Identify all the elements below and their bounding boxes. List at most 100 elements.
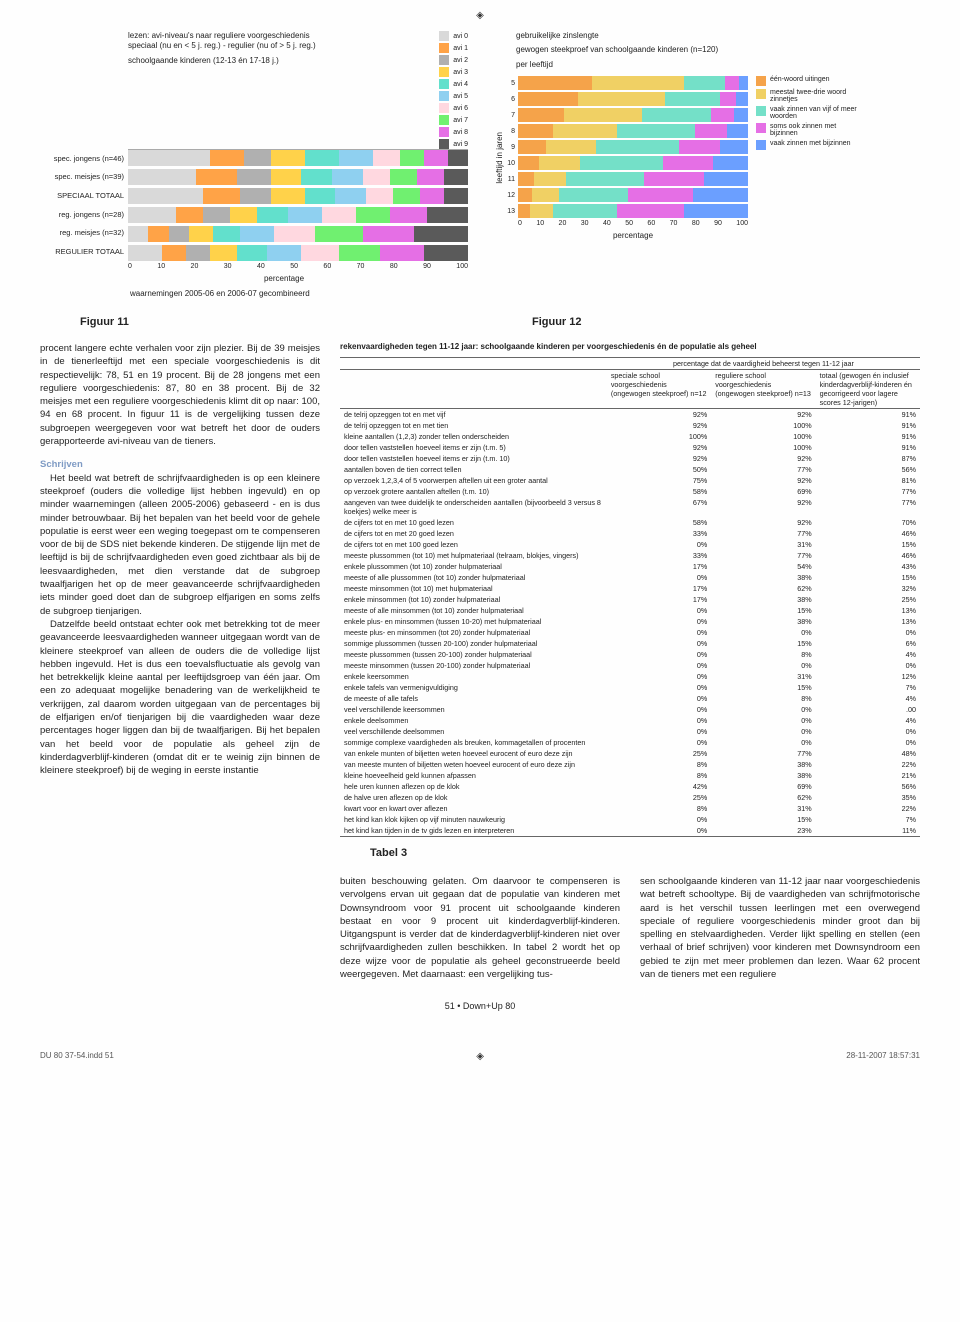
c12-seg xyxy=(684,204,748,218)
c12-row: 6 xyxy=(504,92,748,106)
table-cell: 0% xyxy=(607,572,711,583)
legend-swatch xyxy=(439,31,449,41)
table-cell: 4% xyxy=(816,715,920,726)
table-cell: 15% xyxy=(711,682,815,693)
c11-seg xyxy=(210,245,237,261)
table-cell: 0% xyxy=(711,627,815,638)
c11-seg xyxy=(301,245,338,261)
c12-seg xyxy=(720,140,748,154)
table-cell: 23% xyxy=(711,825,815,837)
body-left-col: procent langere echte verhalen voor zijn… xyxy=(40,342,320,981)
table-cell: 91% xyxy=(816,431,920,442)
c11-seg xyxy=(128,188,203,204)
c11-ylabels: spec. jongens (n=46)spec. meisjes (n=39)… xyxy=(40,149,128,261)
c11-seg xyxy=(213,226,240,242)
tick: 40 xyxy=(257,263,265,270)
c11-legend-item: avi 9 xyxy=(439,139,468,149)
c12-seg xyxy=(518,76,592,90)
table-cell: 100% xyxy=(711,442,815,453)
legend-swatch xyxy=(439,103,449,113)
c12-bar xyxy=(518,92,748,106)
table-row: van enkele munten of biljetten weten hoe… xyxy=(340,748,920,759)
table-cell: 25% xyxy=(607,792,711,803)
table-cell: enkele minsommen (tot 10) zonder hulpmat… xyxy=(340,594,607,605)
table-cell: 58% xyxy=(607,517,711,528)
table-cell: op verzoek grotere aantallen aftellen (t… xyxy=(340,486,607,497)
table-cell: aantallen boven de tien correct tellen xyxy=(340,464,607,475)
c12-seg xyxy=(518,108,564,122)
table-row: de meeste of alle tafels0%8%4% xyxy=(340,693,920,704)
table-cell: 15% xyxy=(816,539,920,550)
c12-legend: één-woord uitingenmeestal twee-drie woor… xyxy=(756,76,860,240)
caption-table3: Tabel 3 xyxy=(340,847,920,859)
legend-label: avi 1 xyxy=(453,45,468,52)
table-cell: 92% xyxy=(607,409,711,421)
crop-mark-top: ◈ xyxy=(40,10,920,21)
table-cell: meeste plussommen (tussen 20-100) zonder… xyxy=(340,649,607,660)
c12-bar xyxy=(518,124,748,138)
table-cell: 0% xyxy=(607,737,711,748)
table-cell: 8% xyxy=(711,693,815,704)
c11-seg xyxy=(335,188,366,204)
table-cell: 92% xyxy=(607,442,711,453)
table-cell: 8% xyxy=(607,759,711,770)
c11-legend-item: avi 5 xyxy=(439,91,468,101)
table-cell: 6% xyxy=(816,638,920,649)
c12-bar xyxy=(518,140,748,154)
figure-12: gebruikelijke zinslengte gewogen steekpr… xyxy=(492,31,920,298)
c12-age: 12 xyxy=(504,192,518,199)
c11-seg xyxy=(186,245,210,261)
c11-ylabel: spec. jongens (n=46) xyxy=(40,154,124,163)
c12-title3: per leeftijd xyxy=(516,60,920,70)
table-cell: de telrij opzeggen tot en met tien xyxy=(340,420,607,431)
c11-seg xyxy=(240,226,274,242)
legend-label: vaak zinnen met bijzinnen xyxy=(770,140,851,147)
table-row: meeste plussommen (tussen 20-100) zonder… xyxy=(340,649,920,660)
lower-c1: buiten beschouwing gelaten. Om daarvoor … xyxy=(340,875,620,981)
c12-seg xyxy=(553,124,617,138)
table-cell: 15% xyxy=(711,638,815,649)
table-cell: 75% xyxy=(607,475,711,486)
c12-seg xyxy=(518,172,534,186)
c11-title3: schoolgaande kinderen (12-13 én 17-18 j.… xyxy=(128,56,433,66)
c11-seg xyxy=(414,226,468,242)
c12-seg xyxy=(518,124,553,138)
c11-seg xyxy=(363,226,414,242)
c12-seg xyxy=(665,92,720,106)
c11-seg xyxy=(189,226,213,242)
table-row: kwart voor en kwart over aflezen8%31%22% xyxy=(340,803,920,814)
table-cell: het kind kan klok kijken op vijf minuten… xyxy=(340,814,607,825)
c11-seg xyxy=(400,150,424,166)
c11-legend-item: avi 2 xyxy=(439,55,468,65)
table-cell: 100% xyxy=(607,431,711,442)
table-cell: op verzoek 1,2,3,4 of 5 voorwerpen aftel… xyxy=(340,475,607,486)
c11-xaxis: 0102030405060708090100 xyxy=(40,263,468,270)
tick: 0 xyxy=(128,263,132,270)
table-cell: 0% xyxy=(711,660,815,671)
caption-fig11: Figuur 11 xyxy=(40,316,468,328)
table-cell: 38% xyxy=(711,616,815,627)
c11-seg xyxy=(305,150,339,166)
c11-xlabel: percentage xyxy=(40,274,468,283)
table-cell: enkele tafels van vermenigvuldiging xyxy=(340,682,607,693)
table-cell: 43% xyxy=(816,561,920,572)
table-row: het kind kan klok kijken op vijf minuten… xyxy=(340,814,920,825)
table-cell: 46% xyxy=(816,528,920,539)
table-cell: 77% xyxy=(711,464,815,475)
table-cell: 31% xyxy=(711,671,815,682)
c12-legend-item: één-woord uitingen xyxy=(756,76,860,86)
c11-seg xyxy=(448,150,468,166)
c11-obs-note: waarnemingen 2005-06 en 2006-07 gecombin… xyxy=(40,289,468,298)
legend-swatch xyxy=(439,127,449,137)
table-cell: enkele plus- en minsommen (tussen 10-20)… xyxy=(340,616,607,627)
table-cell: 22% xyxy=(816,803,920,814)
c12-seg xyxy=(566,172,644,186)
footer-left: DU 80 37-54.indd 51 xyxy=(40,1051,114,1062)
c12-ylabel: leeftijd in jaren xyxy=(492,132,504,184)
legend-label: avi 7 xyxy=(453,117,468,124)
c11-seg xyxy=(380,245,424,261)
c11-seg xyxy=(427,207,468,223)
table3-th: totaal (gewogen én inclusief kinderdagve… xyxy=(816,370,920,409)
table-cell: meeste minsommen (tot 10) met hulpmateri… xyxy=(340,583,607,594)
c11-seg xyxy=(128,169,196,185)
